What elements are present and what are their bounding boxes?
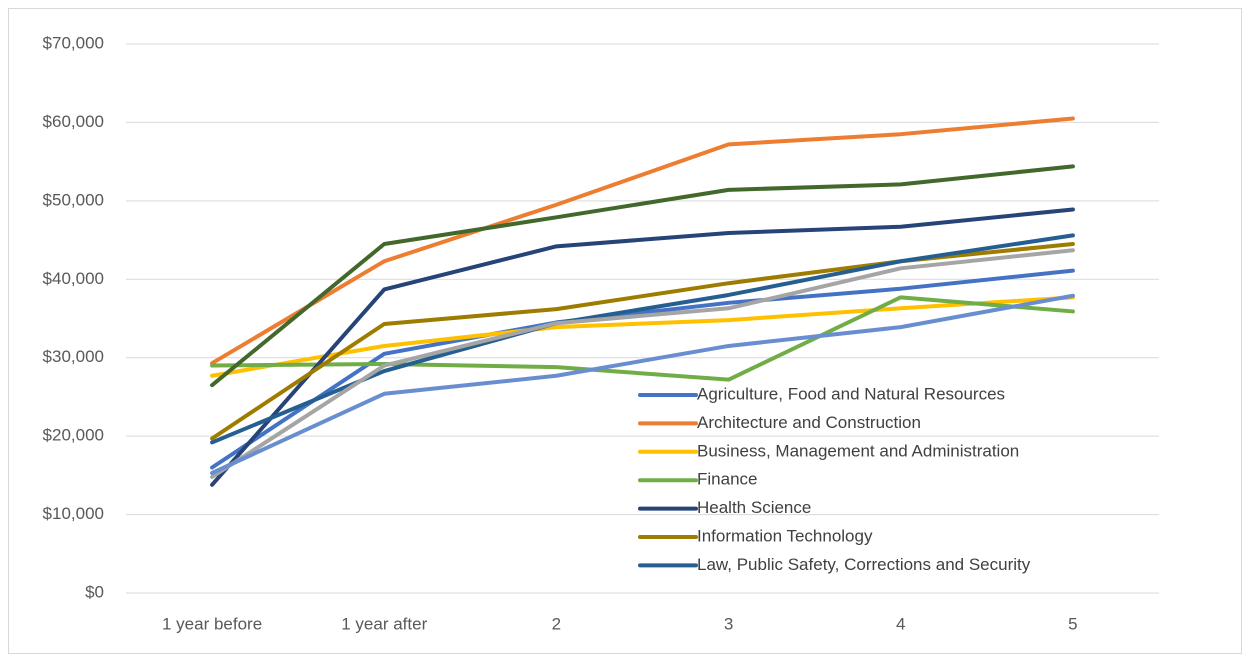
legend-label: Agriculture, Food and Natural Resources	[697, 384, 1005, 403]
series-line	[210, 295, 1075, 378]
y-tick-label: $60,000	[43, 112, 104, 131]
series-line	[210, 164, 1075, 388]
y-tick-label: $30,000	[43, 347, 104, 366]
series-line	[210, 268, 1075, 470]
series-line	[210, 116, 1075, 366]
x-tick-label: 3	[724, 614, 733, 633]
y-tick-label: $0	[85, 582, 104, 601]
chart-border	[8, 8, 1242, 654]
series-line	[210, 207, 1075, 487]
legend-label: Health Science	[697, 498, 811, 517]
y-tick-label: $70,000	[43, 33, 104, 52]
y-tick-label: $50,000	[43, 190, 104, 209]
series-line	[210, 295, 1075, 382]
y-tick-label: $20,000	[43, 426, 104, 445]
x-tick-label: 1 year before	[162, 614, 262, 633]
x-tick-label: 1 year after	[341, 614, 427, 633]
y-tick-label: $40,000	[43, 269, 104, 288]
legend-label: Information Technology	[697, 526, 873, 545]
legend-label: Finance	[697, 470, 757, 489]
x-tick-label: 2	[552, 614, 561, 633]
legend-label: Architecture and Construction	[697, 413, 921, 432]
legend-label: Law, Public Safety, Corrections and Secu…	[697, 555, 1031, 574]
x-tick-label: 5	[1068, 614, 1077, 633]
y-tick-label: $10,000	[43, 504, 104, 523]
x-tick-label: 4	[896, 614, 905, 633]
legend-label: Business, Management and Administration	[697, 441, 1019, 460]
series-line	[210, 293, 1075, 476]
series-line	[210, 248, 1075, 479]
